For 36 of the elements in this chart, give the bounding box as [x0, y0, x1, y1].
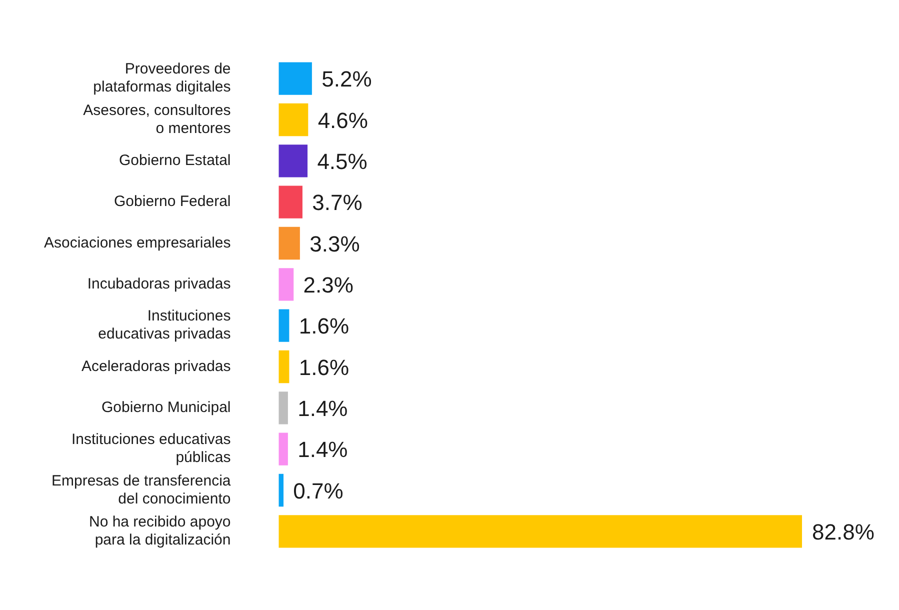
bar	[278, 474, 284, 507]
data-label: 4.5%	[317, 148, 368, 174]
data-label: 0.7%	[293, 478, 344, 504]
bar	[278, 144, 308, 178]
data-label: 3.3%	[310, 231, 360, 256]
data-label: 5.2%	[322, 66, 372, 92]
data-label: 1.4%	[298, 396, 348, 421]
y-tick-label: Instituciones educativas privadas	[98, 308, 231, 343]
data-label: 2.3%	[303, 272, 354, 298]
y-tick-label: No ha recibido apoyo para la digitalización	[88, 514, 231, 549]
data-label: 1.4%	[298, 437, 348, 462]
bar	[278, 515, 802, 548]
bar	[278, 309, 290, 342]
y-tick-label: Gobierno Federal	[114, 193, 231, 210]
data-label: 4.6%	[318, 108, 368, 133]
data-label: 1.6%	[298, 314, 350, 339]
y-tick-label: Asesores, consultores o mentores	[83, 102, 231, 137]
bar	[278, 432, 288, 466]
data-label: 82.8%	[812, 519, 874, 544]
data-label: 3.7%	[312, 190, 362, 216]
bar	[278, 350, 290, 384]
y-tick-label: Incubadoras privadas	[87, 276, 231, 293]
bar	[278, 62, 312, 95]
bar	[278, 268, 294, 301]
bar	[278, 103, 308, 136]
bar	[278, 226, 300, 260]
y-tick-label: Aceleradoras privadas	[82, 358, 231, 375]
bar	[278, 186, 302, 218]
y-tick-label: Gobierno Estatal	[119, 152, 231, 170]
data-label: 1.6%	[298, 354, 350, 380]
y-tick-label: Proveedores de plataformas digitales	[93, 60, 231, 96]
bar	[278, 392, 288, 424]
y-tick-label: Instituciones educativas públicas	[71, 431, 231, 466]
y-tick-label: Asociaciones empresariales	[44, 234, 231, 252]
y-tick-label: Gobierno Municipal	[102, 399, 231, 416]
y-tick-label: Empresas de transferencia del conocimiento	[51, 472, 232, 508]
